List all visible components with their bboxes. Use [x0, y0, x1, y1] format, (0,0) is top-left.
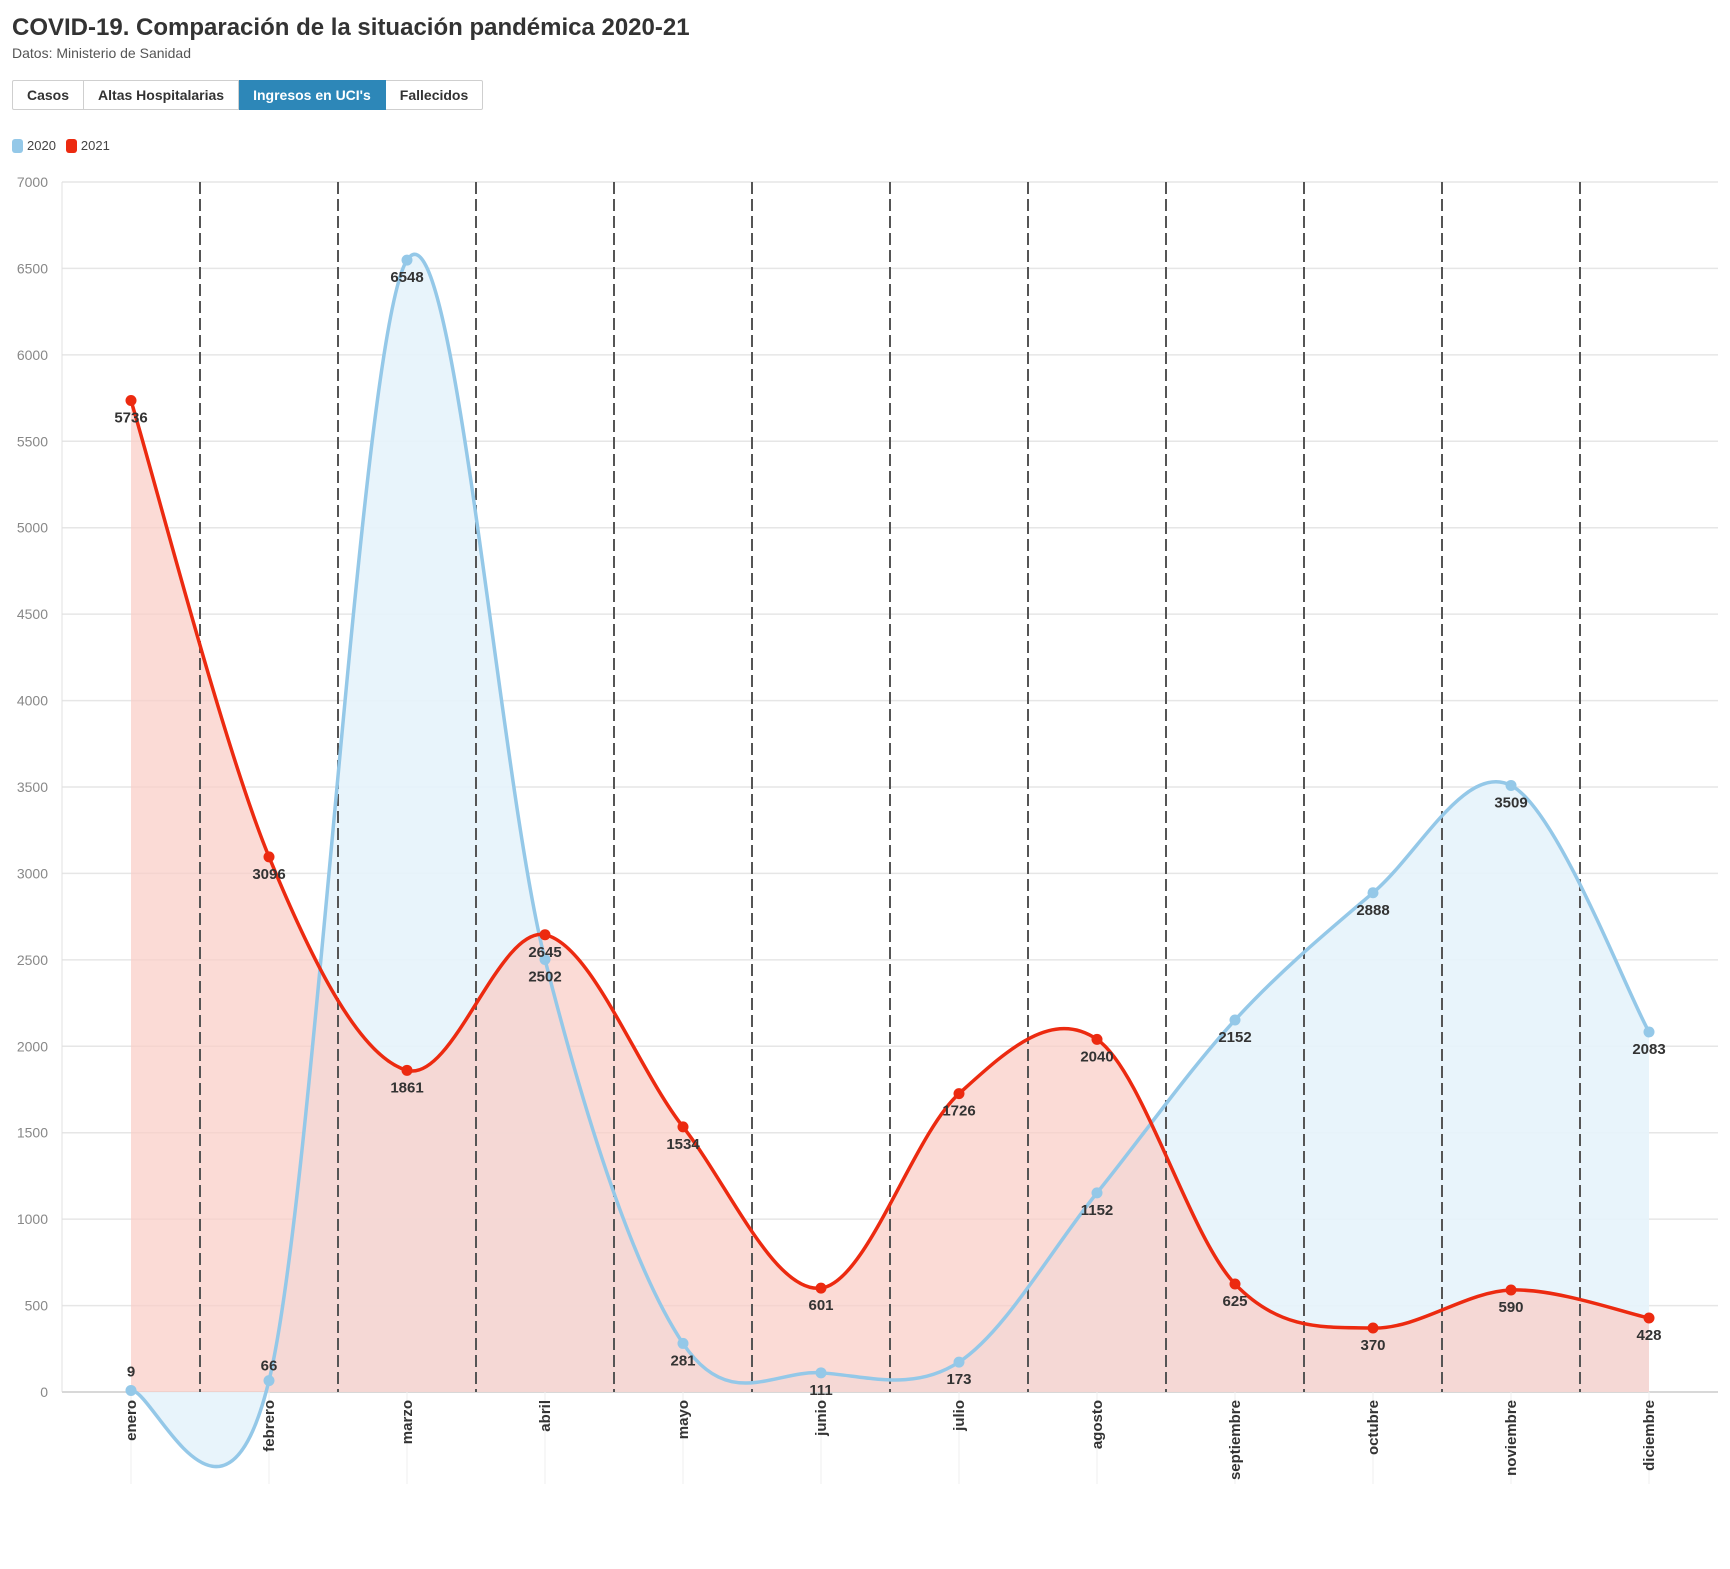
data-label: 281 — [670, 1352, 695, 1369]
data-labels-2020: 9 66 6548 2502 281 111 173 1152 2152 2888 3509 2083 — [127, 269, 1666, 1399]
data-label: 2888 — [1356, 902, 1389, 919]
data-point — [815, 1367, 827, 1379]
data-label: 111 — [809, 1382, 832, 1399]
data-label: 625 — [1222, 1293, 1247, 1310]
data-point — [1367, 1322, 1379, 1334]
x-tick-label: julio — [951, 1400, 968, 1432]
data-point — [125, 394, 137, 406]
chart-subtitle: Datos: Ministerio de Sanidad — [12, 45, 191, 61]
data-point — [539, 954, 551, 966]
data-label: 3509 — [1494, 794, 1527, 811]
y-tick-label: 1500 — [17, 1125, 48, 1141]
y-tick-label: 6500 — [17, 260, 48, 276]
x-tick-label: mayo — [675, 1400, 692, 1439]
data-point — [815, 1282, 827, 1294]
data-point — [953, 1088, 965, 1100]
data-label: 2645 — [528, 944, 561, 961]
data-label: 5736 — [114, 409, 147, 426]
y-tick-label: 7000 — [17, 174, 48, 190]
data-point — [1229, 1278, 1241, 1290]
data-point — [401, 1064, 413, 1076]
data-point — [1505, 1284, 1517, 1296]
legend-swatch-2020 — [12, 138, 23, 153]
legend: 2020 2021 — [12, 138, 120, 153]
legend-item-2020[interactable]: 2020 — [12, 138, 56, 153]
data-label: 601 — [808, 1297, 833, 1314]
tab-casos[interactable]: Casos — [12, 80, 85, 110]
data-label: 1534 — [666, 1136, 700, 1153]
tab-fallecidos[interactable]: Fallecidos — [385, 80, 484, 110]
data-label: 9 — [127, 1363, 135, 1380]
data-label: 6548 — [390, 269, 423, 286]
data-point — [677, 1121, 689, 1133]
data-point — [263, 851, 275, 863]
data-point — [1643, 1026, 1655, 1038]
data-label: 1152 — [1081, 1202, 1114, 1219]
data-label: 590 — [1498, 1299, 1523, 1316]
series-points-2021 — [125, 394, 1655, 1334]
y-tick-label: 0 — [40, 1384, 48, 1400]
y-tick-label: 2000 — [17, 1038, 48, 1054]
data-label: 2152 — [1218, 1029, 1251, 1046]
x-tick-label: febrero — [261, 1400, 278, 1452]
y-tick-label: 500 — [25, 1298, 49, 1314]
month-dividers — [199, 182, 1581, 1392]
y-tick-label: 5000 — [17, 520, 48, 536]
data-point — [1091, 1187, 1103, 1199]
data-point — [1505, 779, 1517, 791]
data-point — [401, 254, 413, 266]
data-label: 1726 — [942, 1103, 975, 1120]
data-label: 370 — [1360, 1337, 1385, 1354]
data-label: 428 — [1636, 1327, 1661, 1344]
data-label: 173 — [946, 1371, 971, 1388]
series-line-2020 — [129, 252, 1651, 1469]
y-tick-label: 2500 — [17, 952, 48, 968]
y-tick-label: 5500 — [17, 433, 48, 449]
y-tick-label: 1000 — [17, 1211, 48, 1227]
y-tick-label: 4000 — [17, 693, 48, 709]
data-point — [263, 1375, 275, 1387]
x-tick-label: octubre — [1365, 1400, 1382, 1455]
x-tick-label: junio — [813, 1400, 830, 1437]
legend-swatch-2021 — [65, 138, 77, 153]
data-label: 1861 — [390, 1079, 423, 1096]
x-tick-label: agosto — [1089, 1400, 1106, 1449]
x-tick-label: noviembre — [1503, 1400, 1520, 1476]
data-point — [1091, 1033, 1103, 1045]
x-tick-label: abril — [537, 1400, 554, 1432]
data-labels-2021: 5736 3096 1861 2645 1534 601 1726 2040 625 370 590… — [114, 409, 1661, 1354]
y-tick-label: 3000 — [17, 865, 48, 881]
data-point — [677, 1337, 689, 1349]
tab-altas-hospitalarias[interactable]: Altas Hospitalarias — [84, 80, 240, 110]
x-tick-label: septiembre — [1227, 1400, 1244, 1480]
data-point — [125, 1384, 137, 1396]
data-label: 2040 — [1080, 1048, 1113, 1065]
chart-title: COVID-19. Comparación de la situación pa… — [12, 14, 690, 41]
data-point — [953, 1356, 965, 1368]
y-tick-label: 6000 — [17, 347, 48, 363]
data-label: 2083 — [1632, 1041, 1665, 1058]
data-label: 66 — [261, 1358, 278, 1375]
data-label: 3096 — [252, 866, 285, 883]
series-area-2021 — [131, 400, 1649, 1392]
data-point — [1229, 1014, 1241, 1026]
y-tick-label: 4500 — [17, 606, 48, 622]
y-tick-label: 3500 — [17, 779, 48, 795]
x-tick-label: diciembre — [1641, 1400, 1658, 1471]
data-point — [1367, 887, 1379, 899]
x-tick-label: enero — [123, 1400, 140, 1441]
x-tick-label: marzo — [399, 1400, 416, 1444]
legend-label-2020: 2020 — [27, 138, 56, 153]
tab-ingresos-uci[interactable]: Ingresos en UCI's — [239, 80, 386, 110]
data-label: 2502 — [528, 969, 561, 986]
data-point — [539, 929, 551, 941]
legend-item-2021[interactable]: 2021 — [65, 138, 110, 153]
x-tick-labels: enero febrero marzo abril mayo junio julio agos… — [123, 1400, 1658, 1480]
metric-tabs: Casos Altas Hospitalarias Ingresos en UC… — [12, 80, 484, 110]
data-point — [1643, 1312, 1655, 1324]
series-points-2020 — [125, 254, 1655, 1396]
legend-label-2021: 2021 — [80, 138, 110, 153]
